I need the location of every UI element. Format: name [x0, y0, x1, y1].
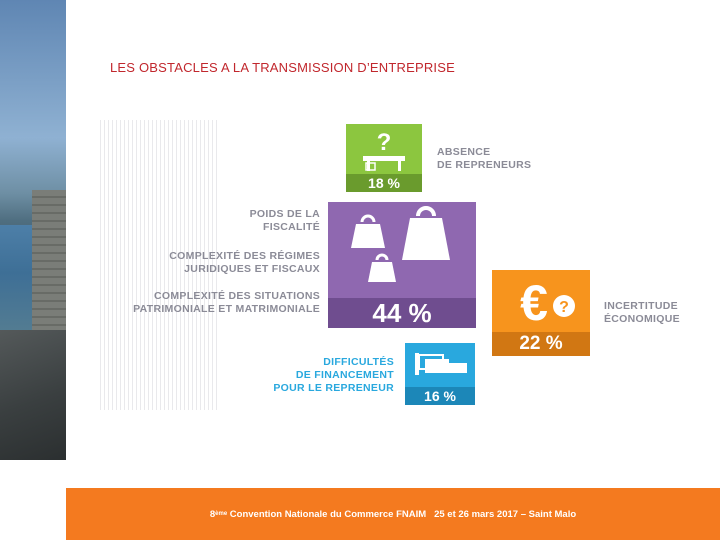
card-fiscalite: 44 %: [328, 202, 476, 328]
label-incertitude-economique: INCERTITUDE ÉCONOMIQUE: [604, 300, 680, 325]
footer-text: Convention Nationale du Commerce FNAIM 2…: [227, 508, 577, 520]
footer-banner: 8 ème Convention Nationale du Commerce FN…: [66, 488, 720, 540]
footer-ordinal-suffix: ème: [215, 511, 228, 517]
weights-icon: [351, 206, 450, 282]
question-symbol: ?: [559, 299, 569, 316]
label-poids-fiscalite: POIDS DE LA FISCALITÉ: [249, 208, 320, 233]
percent-economique: 22 %: [492, 332, 590, 356]
label-absence-repreneurs: ABSENCE DE REPRENEURS: [437, 146, 532, 171]
decorative-lines: [100, 120, 220, 410]
percent-repreneurs: 18 %: [346, 174, 422, 192]
card-absence-repreneurs: ? 18 %: [346, 124, 422, 192]
slide-title: LES OBSTACLES A LA TRANSMISSION D’ENTREP…: [110, 60, 455, 75]
card-incertitude-economique: € ? 22 %: [492, 270, 590, 356]
footer-ordinal: 8: [209, 508, 216, 520]
euro-question-icon: € ?: [520, 275, 575, 331]
percent-fiscalite: 44 %: [328, 298, 476, 328]
label-difficultes-financement: DIFFICULTÉS DE FINANCEMENT POUR LE REPRE…: [273, 356, 394, 394]
percent-financement: 16 %: [405, 387, 475, 405]
label-complexite-situations: COMPLEXITÉ DES SITUATIONS PATRIMONIALE E…: [133, 290, 320, 315]
background-photo: [0, 0, 66, 460]
label-complexite-regimes: COMPLEXITÉ DES RÉGIMES JURIDIQUES ET FIS…: [169, 250, 320, 275]
svg-text:?: ?: [377, 129, 392, 156]
card-difficultes-financement: 16 %: [405, 343, 475, 405]
photo-rocks: [0, 330, 66, 460]
money-hand-icon: [415, 353, 467, 375]
euro-symbol: €: [520, 275, 548, 331]
question-desk-icon: ?: [363, 129, 405, 171]
